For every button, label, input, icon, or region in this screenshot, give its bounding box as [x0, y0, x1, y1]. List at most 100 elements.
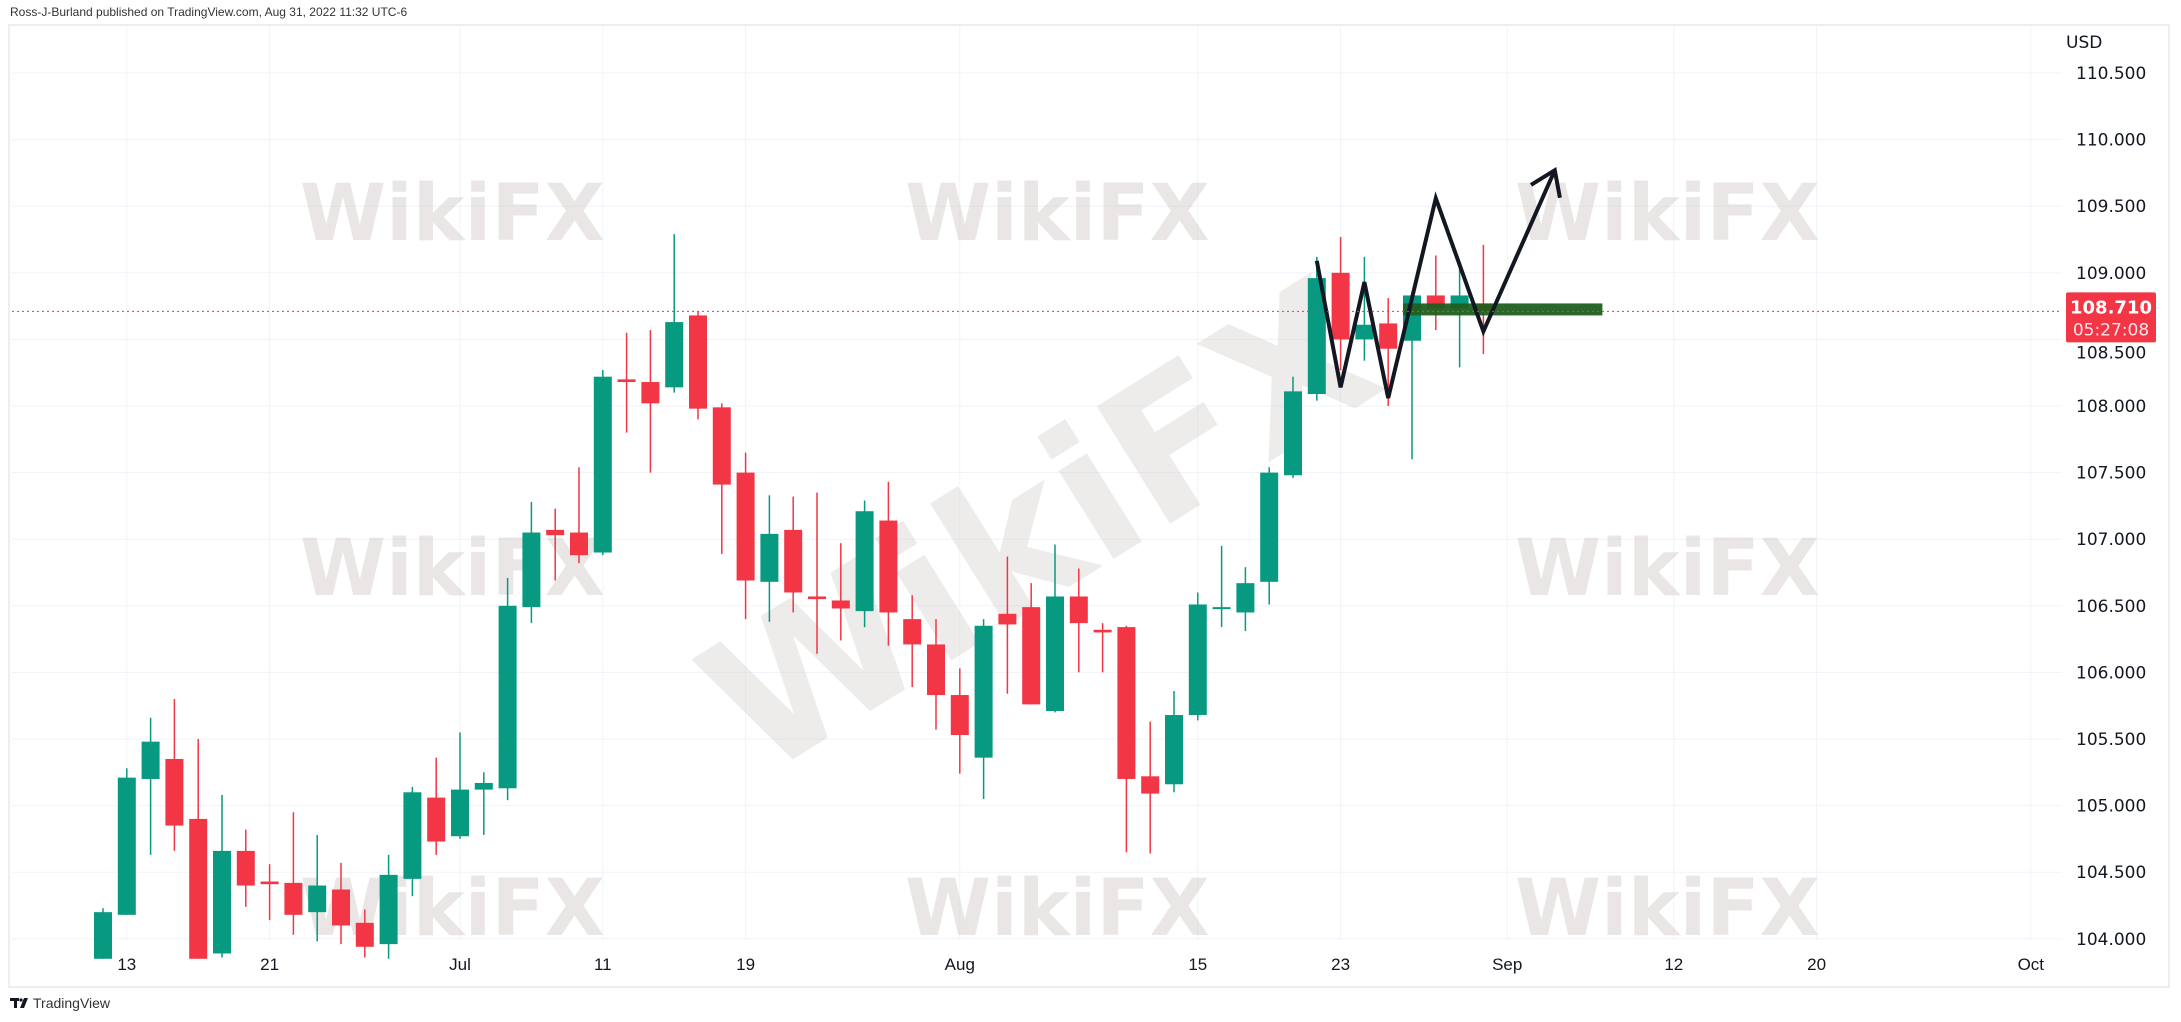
- candle[interactable]: [1117, 625, 1136, 853]
- candle[interactable]: [903, 595, 922, 688]
- chart-pane[interactable]: [8, 24, 2170, 988]
- currency-label: USD: [2066, 33, 2102, 53]
- candle[interactable]: [332, 862, 350, 945]
- candle-body: [260, 881, 279, 885]
- last-price-badge: [2066, 292, 2156, 343]
- candle[interactable]: [998, 556, 1017, 694]
- candle-body: [1046, 596, 1064, 712]
- candle[interactable]: [927, 619, 945, 730]
- candle[interactable]: [712, 403, 731, 554]
- candle[interactable]: [498, 577, 517, 801]
- candle[interactable]: [1165, 691, 1183, 793]
- candle[interactable]: [1212, 545, 1231, 628]
- candle[interactable]: [522, 501, 541, 624]
- candle[interactable]: [236, 829, 255, 907]
- candle-body: [355, 922, 374, 947]
- candle[interactable]: [1046, 544, 1064, 713]
- price-tick-label: 110.500: [2076, 64, 2146, 84]
- time-tick-label: 13: [117, 955, 136, 974]
- candle[interactable]: [617, 332, 636, 433]
- candle[interactable]: [355, 909, 374, 958]
- candle[interactable]: [760, 495, 779, 622]
- candle-body: [570, 532, 588, 556]
- publisher-header: Ross-J-Burland published on TradingView.…: [10, 5, 408, 19]
- candle[interactable]: [1022, 583, 1041, 705]
- candle[interactable]: [189, 739, 208, 959]
- candle-body: [1260, 472, 1279, 582]
- support-zone[interactable]: [1403, 303, 1603, 316]
- candle[interactable]: [1188, 592, 1207, 721]
- candle[interactable]: [213, 794, 231, 958]
- candle-body: [998, 613, 1017, 625]
- candle[interactable]: [260, 864, 279, 921]
- candle[interactable]: [689, 311, 707, 420]
- candle-body: [855, 511, 874, 612]
- candle-body: [427, 797, 446, 842]
- candle[interactable]: [641, 330, 660, 473]
- candle-body: [1069, 596, 1088, 624]
- candle-body: [617, 379, 636, 383]
- tradingview-footer[interactable]: TradingView: [10, 995, 110, 1011]
- candle[interactable]: [1331, 236, 1350, 371]
- candle[interactable]: [546, 508, 565, 581]
- candle[interactable]: [1355, 256, 1374, 361]
- candle[interactable]: [117, 768, 136, 915]
- candle[interactable]: [1284, 376, 1302, 478]
- candle[interactable]: [974, 619, 993, 799]
- candle[interactable]: [1093, 623, 1112, 673]
- candle[interactable]: [427, 757, 446, 855]
- watermark-text: WikiFX: [300, 864, 605, 954]
- candle[interactable]: [831, 543, 850, 641]
- candle[interactable]: [950, 668, 969, 774]
- candle-body: [808, 596, 826, 600]
- candle[interactable]: [308, 834, 327, 942]
- candle[interactable]: [855, 500, 874, 628]
- time-tick-label: Sep: [1492, 955, 1522, 974]
- candles: [94, 234, 1493, 959]
- candle-body: [522, 532, 541, 608]
- candle[interactable]: [1474, 244, 1493, 355]
- candle[interactable]: [736, 452, 755, 620]
- candle-body: [1284, 391, 1302, 476]
- candle[interactable]: [593, 370, 612, 556]
- candle-body: [451, 789, 469, 837]
- candle[interactable]: [784, 496, 803, 613]
- price-tick-label: 108.000: [2076, 397, 2146, 417]
- candle[interactable]: [1260, 467, 1279, 605]
- candle[interactable]: [379, 854, 398, 959]
- candle[interactable]: [665, 234, 684, 393]
- time-tick-label: 11: [594, 955, 612, 974]
- candle-body: [1236, 583, 1255, 613]
- candle[interactable]: [1426, 255, 1445, 331]
- price-tick-label: 107.500: [2076, 464, 2146, 484]
- candle[interactable]: [879, 481, 898, 646]
- candle[interactable]: [474, 772, 493, 835]
- candle[interactable]: [808, 492, 826, 654]
- watermark-text: WikiFX: [1515, 169, 1820, 259]
- candle-body: [1022, 607, 1041, 705]
- watermark-text: WikiFX: [1515, 864, 1820, 954]
- candle[interactable]: [1307, 256, 1326, 401]
- candle[interactable]: [1236, 567, 1255, 632]
- candle[interactable]: [570, 467, 588, 564]
- candle-body: [403, 792, 422, 879]
- candle-body: [1093, 629, 1112, 633]
- candle-body: [950, 695, 969, 736]
- candle[interactable]: [1069, 568, 1088, 673]
- price-axis[interactable]: USD 104.000 104.500 105.000 105.500 106.000 1…: [2066, 33, 2146, 950]
- candle[interactable]: [94, 908, 112, 959]
- zigzag-arrow-path[interactable]: [1314, 169, 1557, 399]
- candle[interactable]: [403, 786, 422, 897]
- candle[interactable]: [284, 812, 303, 935]
- candle-body: [641, 382, 660, 404]
- candle[interactable]: [141, 717, 160, 855]
- candle-body: [308, 885, 327, 913]
- candle-body: [665, 322, 684, 388]
- time-axis[interactable]: 13 21 Jul 11 19 Aug 15 23 Sep 12 20 Oct: [117, 955, 2044, 974]
- candle[interactable]: [165, 699, 184, 851]
- candle[interactable]: [1379, 298, 1398, 406]
- candle[interactable]: [1141, 721, 1160, 854]
- candle[interactable]: [451, 732, 469, 839]
- candle-body: [189, 818, 208, 959]
